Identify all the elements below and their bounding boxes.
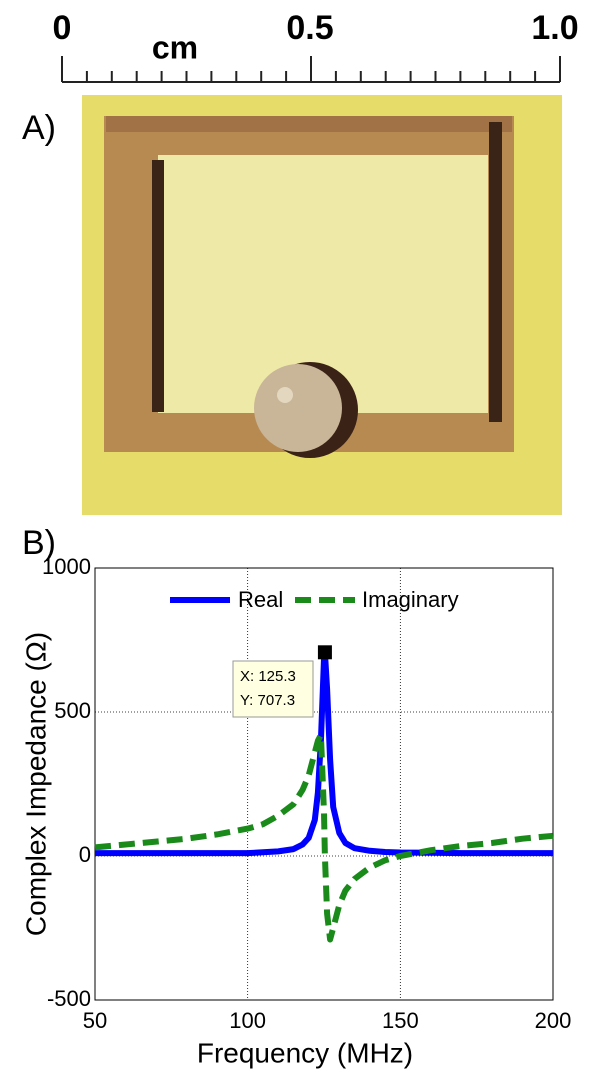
datatip-text: X: 125.3 bbox=[240, 668, 296, 685]
ruler bbox=[62, 56, 560, 82]
y-tick-label: 1000 bbox=[42, 554, 91, 579]
datatip-text: Y: 707.3 bbox=[240, 692, 295, 709]
page: 0 0.5 1.0 cm A) B) Frequency (MHz) Compl… bbox=[0, 0, 594, 1079]
panel-label: A) bbox=[22, 109, 56, 147]
ruler-label: 0.5 bbox=[286, 9, 333, 47]
ruler-label: 0 bbox=[53, 9, 72, 47]
y-axis-label: Complex Impedance (Ω) bbox=[20, 632, 51, 936]
x-tick-label: 200 bbox=[535, 1008, 572, 1033]
x-tick-label: 50 bbox=[83, 1008, 107, 1033]
x-tick-label: 100 bbox=[229, 1008, 266, 1033]
y-tick-label: 500 bbox=[54, 698, 91, 723]
x-tick-label: 150 bbox=[382, 1008, 419, 1033]
plot-area bbox=[95, 568, 553, 1000]
legend-label: Imaginary bbox=[362, 587, 459, 612]
figure: 0 0.5 1.0 cm A) B) Frequency (MHz) Compl… bbox=[0, 0, 594, 1079]
datatip-marker bbox=[318, 645, 332, 659]
y-tick-label: -500 bbox=[47, 986, 91, 1011]
y-tick-label: 0 bbox=[79, 842, 91, 867]
x-axis-label: Frequency (MHz) bbox=[197, 1037, 413, 1068]
ruler-label: 1.0 bbox=[531, 9, 578, 47]
legend-label: Real bbox=[238, 587, 283, 612]
ruler-unit: cm bbox=[152, 29, 198, 65]
photo bbox=[82, 95, 562, 515]
